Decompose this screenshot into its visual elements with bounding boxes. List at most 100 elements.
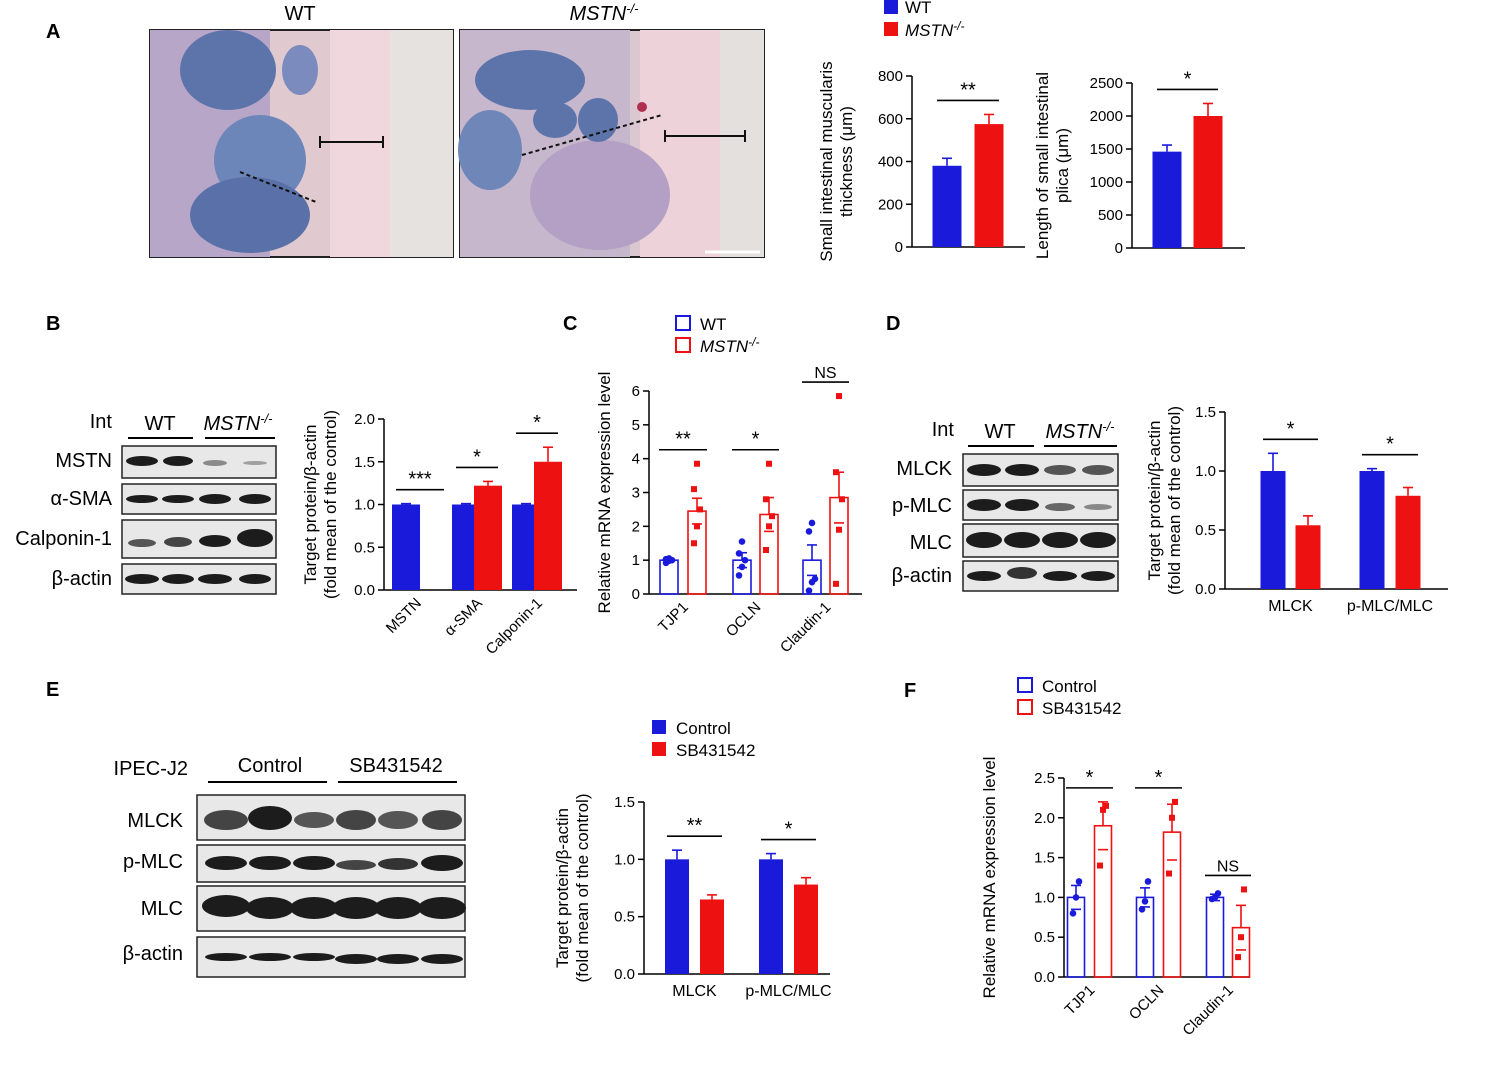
micrograph-title-wt: WT: [284, 3, 315, 25]
data-point: [1103, 802, 1109, 809]
y-tick-label: 2000: [1090, 108, 1123, 125]
y-tick-label: 200: [878, 196, 903, 213]
data-point: [1141, 898, 1149, 905]
legend-label-control: Control: [676, 719, 731, 738]
data-point: [766, 523, 772, 530]
data-point: [805, 587, 813, 594]
y-tick-label: 1.0: [614, 851, 635, 868]
data-point: [1172, 798, 1178, 805]
significance-label: **: [687, 815, 703, 837]
y-axis-label: Target protein/β-actin: [301, 424, 320, 584]
significance-label: **: [675, 429, 691, 451]
legend-ctrl-sb-e: Control SB431542: [652, 719, 755, 760]
y-tick-label: 800: [878, 68, 903, 85]
blot-row-label: MLCK: [896, 458, 952, 480]
significance-label: *: [1086, 767, 1094, 789]
y-tick-label: 6: [632, 383, 640, 400]
y-tick-label: 0: [895, 239, 903, 256]
category-label: MLCK: [672, 983, 717, 1000]
legend-wt-ko-a: WT MSTN-/-: [884, 0, 965, 40]
category-label: α-SMA: [441, 595, 486, 640]
category-label: p-MLC/MLC: [745, 983, 831, 1000]
data-point: [738, 538, 746, 545]
category-label: TJP1: [655, 599, 692, 636]
data-point: [1075, 878, 1083, 885]
data-point: [691, 540, 697, 547]
significance-label: *: [533, 412, 541, 434]
blot-header: IPEC-J2: [114, 758, 188, 780]
y-tick-label: 600: [878, 111, 903, 128]
category-label: p-MLC/MLC: [1347, 598, 1433, 615]
y-tick-label: 0.0: [1195, 581, 1216, 598]
bar: [392, 504, 420, 590]
y-axis-label: (fold mean of the control): [573, 794, 592, 983]
y-tick-label: 3: [632, 485, 640, 502]
bar: [794, 884, 818, 974]
data-point: [839, 496, 845, 503]
y-axis-label: plica (μm): [1053, 128, 1072, 203]
blot-group-control: Control: [238, 755, 302, 777]
data-point: [766, 460, 772, 467]
panel-label-b: B: [46, 313, 60, 335]
blot-row-label: MLC: [910, 532, 952, 554]
legend-swatch-control: [1017, 677, 1033, 693]
category-label: OCLN: [1126, 982, 1167, 1023]
bar-chart-a1-muscularis-thickness: 0 200 400 600 800 Small intestinal muscularis…: [817, 61, 1025, 262]
bar-chart-b-protein: 0.0 0.5 1.0 1.5 2.0 Target protein/β-actin (fo…: [301, 410, 577, 658]
category-label: MSTN: [383, 595, 425, 637]
bar: [1295, 525, 1321, 589]
legend-ctrl-sb-f: Control SB431542: [1017, 677, 1121, 718]
significance-label: *: [1155, 767, 1163, 789]
y-tick-label: 1.0: [1034, 889, 1055, 906]
significance-label: NS: [1217, 858, 1239, 875]
y-tick-label: 0.5: [1195, 522, 1216, 539]
y-tick-label: 0.5: [354, 539, 375, 556]
bar: [1205, 896, 1225, 978]
data-point: [738, 563, 746, 571]
y-axis-label: thickness (μm): [837, 106, 856, 217]
bar: [700, 899, 724, 974]
bar-chart-c-mrna: 0 1 2 3 4 5 6 Relative mRNA expression level ** T…: [595, 365, 862, 656]
histology-micrograph-wt: [149, 29, 454, 258]
data-point: [833, 580, 839, 587]
blot-row-label: β-actin: [892, 565, 952, 587]
bar: [1152, 151, 1182, 248]
y-tick-label: 1000: [1090, 174, 1123, 191]
y-axis-label: Target protein/β-actin: [553, 808, 572, 968]
data-point: [1069, 910, 1077, 917]
data-point: [1166, 870, 1172, 877]
y-tick-label: 1500: [1090, 141, 1123, 158]
data-point: [735, 572, 743, 579]
legend-swatch-sb: [1017, 699, 1033, 715]
y-axis-label: Relative mRNA expression level: [980, 757, 999, 999]
data-point: [735, 550, 743, 557]
data-point: [1097, 862, 1103, 869]
legend-swatch-ko: [884, 22, 898, 36]
significance-label: *: [1287, 418, 1295, 440]
significance-label: NS: [814, 365, 836, 382]
data-point: [741, 556, 749, 564]
blot-group-sb: SB431542: [349, 755, 442, 777]
significance-label: *: [1386, 434, 1394, 456]
panel-label-f: F: [904, 680, 916, 702]
data-point: [811, 575, 819, 583]
y-tick-label: 2.0: [1034, 810, 1055, 827]
blot-row-label: MLC: [141, 898, 183, 920]
blot-header: Int: [932, 419, 955, 441]
legend-wt-ko-c: WT MSTN-/-: [675, 315, 760, 356]
y-axis-label: Length of small intestinal: [1033, 72, 1052, 259]
data-point: [1072, 894, 1080, 901]
y-tick-label: 0: [632, 586, 640, 603]
y-axis-label: Target protein/β-actin: [1145, 420, 1164, 580]
bar: [665, 859, 689, 974]
legend-label-wt: WT: [905, 0, 931, 17]
y-tick-label: 1.0: [1195, 463, 1216, 480]
data-point: [1214, 890, 1222, 897]
data-point: [1235, 954, 1241, 961]
y-axis-label: Small intestinal muscularis: [817, 61, 836, 261]
blot-group-ko: MSTN-/-: [204, 411, 274, 435]
bar: [932, 165, 962, 247]
bar-chart-f-mrna: 0.0 0.5 1.0 1.5 2.0 2.5 Relative mRNA expressi…: [980, 757, 1251, 1039]
data-point: [805, 528, 813, 535]
bar: [1162, 831, 1182, 978]
